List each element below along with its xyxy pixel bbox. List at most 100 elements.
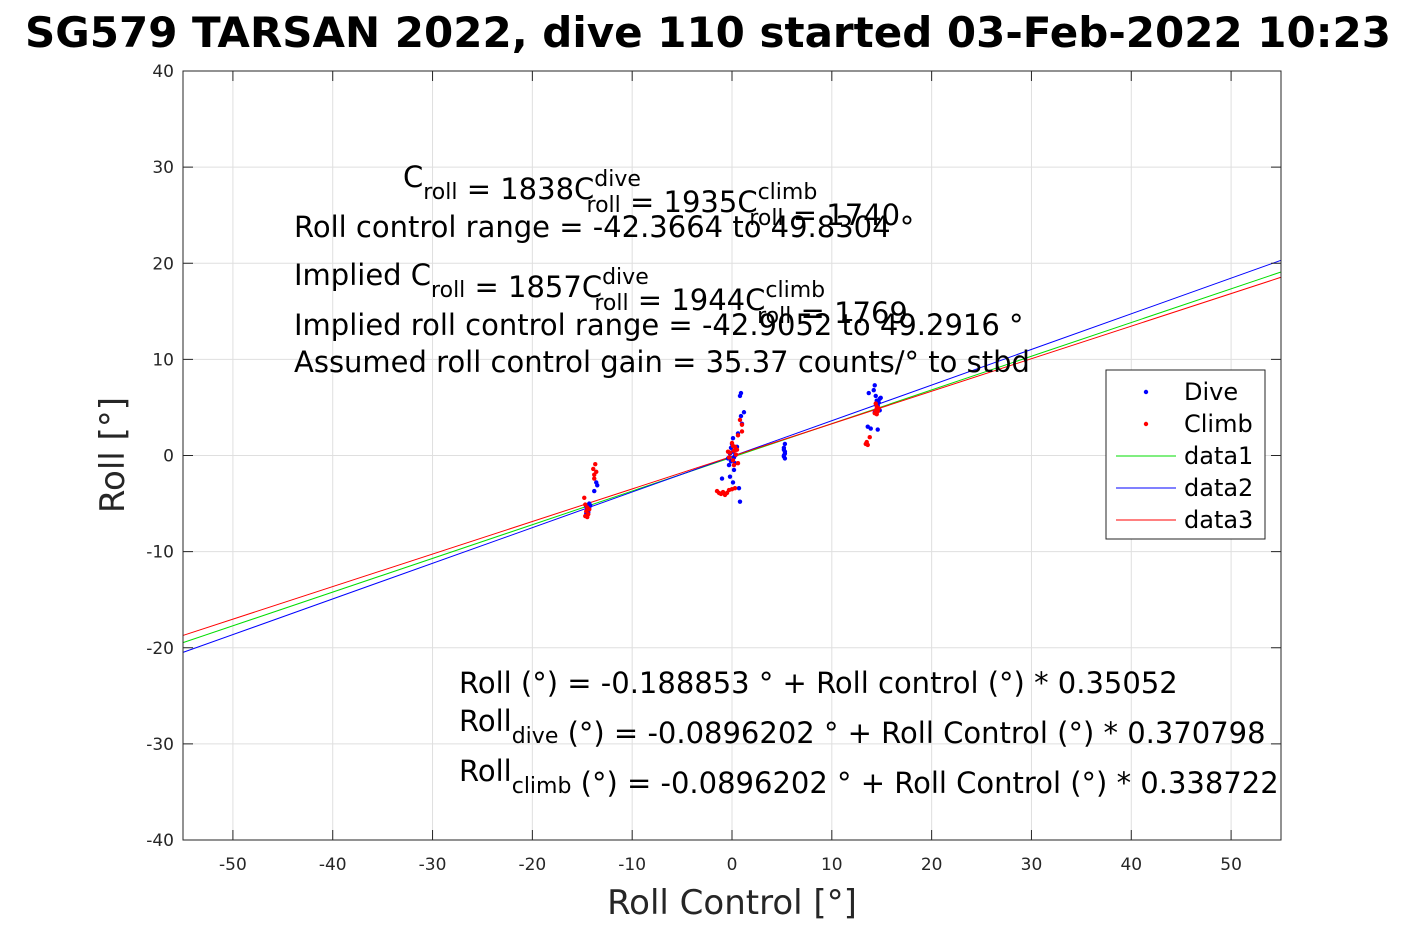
legend-label: data2 — [1184, 474, 1253, 502]
subscript: roll — [757, 304, 791, 329]
y-tick-label: 40 — [152, 62, 174, 82]
point-dive — [872, 383, 877, 388]
point-dive — [592, 488, 597, 494]
annotation-line: Rollclimb (°) = -0.0896202 ° + Roll Cont… — [459, 754, 1279, 800]
annotation-line: Assumed roll control gain = 35.37 counts… — [294, 345, 1030, 379]
point-climb — [735, 433, 741, 438]
point-climb — [733, 452, 739, 457]
point-climb — [726, 455, 732, 460]
x-tick-label: 10 — [821, 855, 843, 875]
annotations: Croll = 1838Cdive roll = 1935Cclimb roll =… — [294, 160, 1279, 800]
x-tick-label: -10 — [618, 855, 646, 875]
legend-label: data3 — [1184, 506, 1253, 534]
y-tick-label: -30 — [146, 735, 174, 755]
chart-title: SG579 TARSAN 2022, dive 110 started 03-F… — [25, 8, 1391, 57]
point-dive — [719, 476, 725, 481]
point-dive — [866, 390, 871, 396]
point-climb — [732, 485, 738, 491]
point-climb — [865, 442, 870, 448]
point-climb — [583, 502, 588, 507]
legend-box — [1105, 369, 1266, 540]
y-tick-label: 0 — [163, 447, 174, 467]
point-dive — [868, 426, 873, 431]
x-axis-label: Roll Control [°] — [607, 883, 857, 923]
point-dive — [738, 413, 744, 419]
x-tick-label: -30 — [419, 855, 447, 875]
subscript: climb — [512, 774, 572, 799]
point-dive — [730, 480, 736, 485]
superscript: climb — [758, 180, 818, 205]
point-climb — [739, 422, 745, 427]
legend-label: data1 — [1184, 442, 1253, 470]
subscript: roll — [423, 180, 457, 205]
point-climb — [592, 476, 597, 481]
subscript: dive — [512, 724, 559, 749]
point-dive — [727, 474, 733, 479]
y-axis-ticks: -40 -30 -20 -10 0 10 20 30 40 — [146, 62, 1281, 851]
y-tick-label: 10 — [152, 350, 174, 370]
annotation-line: Roll (°) = -0.188853 ° + Roll control (°… — [459, 666, 1178, 700]
legend-marker-climb — [1143, 421, 1149, 427]
point-climb — [593, 461, 598, 467]
point-climb — [582, 495, 587, 500]
point-dive — [736, 485, 742, 491]
point-climb — [730, 458, 736, 463]
point-climb — [591, 466, 596, 472]
annotation-line: Roll control range = -42.3664 to 49.8304… — [294, 210, 914, 244]
annotation-line: Implied Croll = 1857Cdive roll = 1944Ccli… — [294, 258, 908, 330]
point-dive — [781, 447, 787, 452]
point-climb — [731, 462, 737, 468]
legend-label: Climb — [1184, 410, 1253, 438]
point-dive — [741, 410, 747, 415]
y-tick-label: 30 — [152, 158, 174, 178]
legend: Dive Climb data1 data2 data3 — [1105, 369, 1266, 540]
x-tick-label: -40 — [319, 855, 347, 875]
point-climb — [730, 443, 736, 449]
point-climb — [725, 449, 731, 454]
y-tick-label: -40 — [146, 831, 174, 851]
point-climb — [876, 406, 881, 411]
point-climb — [731, 448, 737, 453]
subscript: roll — [587, 193, 621, 218]
point-climb — [867, 435, 872, 440]
subscript: roll — [431, 278, 465, 303]
point-dive — [726, 462, 732, 468]
point-dive — [871, 387, 876, 393]
point-climb — [874, 411, 879, 417]
x-tick-label: 50 — [1220, 855, 1242, 875]
annotation-line: Croll = 1838Cdive roll = 1935Cclimb roll =… — [403, 160, 900, 232]
point-dive — [875, 427, 880, 432]
annotation-line: Implied roll control range = -42.9052 to… — [294, 308, 1024, 342]
point-climb — [873, 401, 878, 406]
point-dive — [738, 390, 744, 396]
x-tick-label: 20 — [921, 855, 943, 875]
data-points — [582, 383, 883, 520]
point-climb — [587, 507, 592, 512]
point-climb — [585, 514, 590, 520]
x-tick-label: -50 — [219, 855, 247, 875]
x-tick-label: 40 — [1120, 855, 1142, 875]
legend-label: Dive — [1184, 378, 1238, 406]
point-climb — [735, 460, 741, 466]
point-dive — [737, 499, 743, 504]
point-dive — [782, 441, 788, 447]
x-tick-label: -20 — [518, 855, 546, 875]
legend-marker-dive — [1143, 389, 1149, 395]
y-tick-label: -10 — [146, 543, 174, 563]
fit-line-data3 — [182, 276, 1282, 636]
y-tick-label: -20 — [146, 639, 174, 659]
superscript: climb — [765, 278, 825, 303]
annotation-line: Rolldive (°) = -0.0896202 ° + Roll Contr… — [459, 704, 1266, 750]
y-tick-label: 20 — [152, 254, 174, 274]
point-dive — [730, 435, 736, 441]
subscript: roll — [594, 291, 628, 316]
x-tick-label: 0 — [727, 855, 738, 875]
point-dive — [595, 483, 600, 488]
point-climb — [594, 469, 599, 475]
superscript: dive — [594, 167, 641, 192]
y-axis-label: Roll [°] — [93, 397, 133, 513]
point-dive — [731, 467, 737, 473]
point-climb — [737, 417, 743, 423]
point-dive — [782, 451, 788, 456]
